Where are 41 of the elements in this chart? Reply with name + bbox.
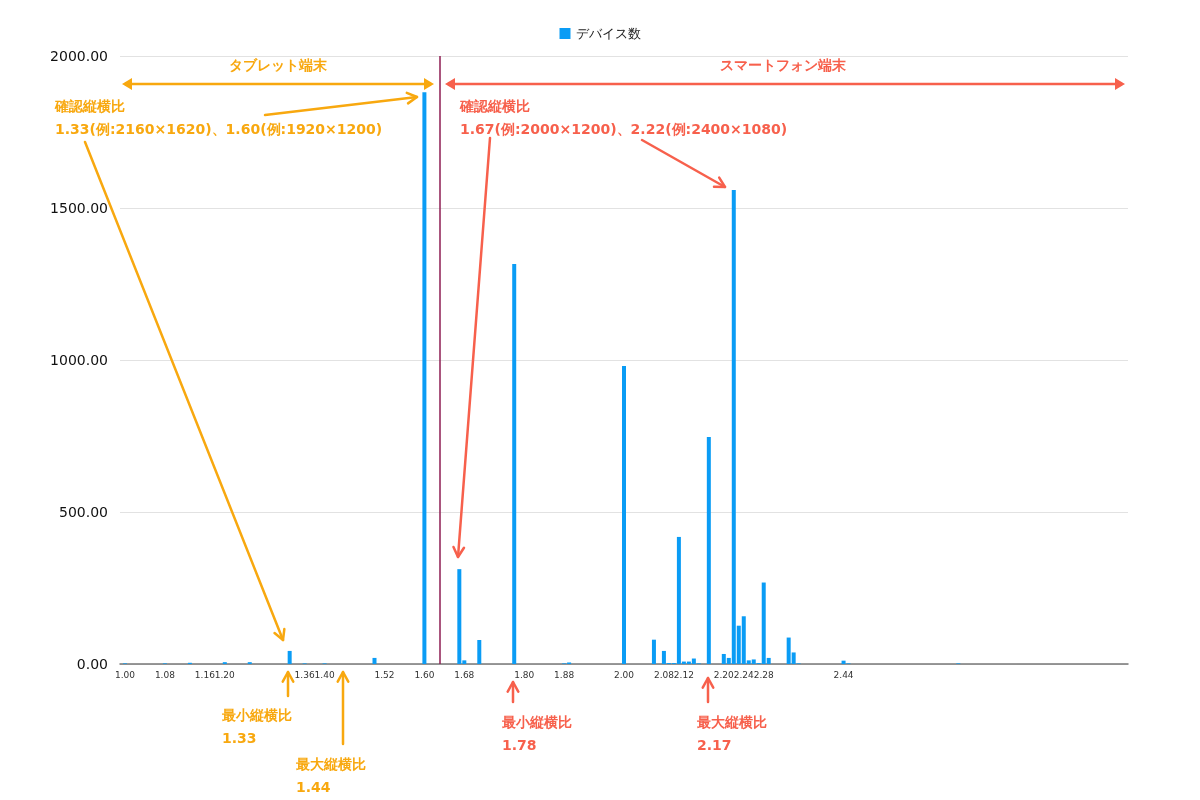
x-tick-label: 1.68 (454, 669, 475, 680)
x-tick-label: 2.28 (753, 669, 775, 680)
x-tick-label: 1.00 (114, 669, 136, 680)
bar (477, 639, 482, 664)
x-tick-label: 1.60 (414, 669, 435, 680)
bar (287, 650, 292, 664)
bar (512, 263, 517, 664)
x-tick-label: 1.80 (514, 669, 535, 680)
x-tick-label: 1.88 (554, 669, 575, 680)
x-tick-label: 1.16 (194, 669, 216, 680)
bar (372, 657, 377, 664)
y-tick-label: 0.00 (76, 656, 108, 672)
annotation: タブレット端末 (229, 56, 328, 73)
text: 最大縦横比 1.44 (295, 755, 366, 795)
y-tick-label: 1500.00 (50, 200, 108, 216)
text: 最小縦横比 1.33 (221, 706, 292, 746)
bar (622, 366, 626, 664)
bar (706, 436, 711, 664)
x-tick-label: 1.52 (374, 669, 395, 680)
annotation: 確認縦横比 1.67(例:2000×1200)、2.22(例:2400×1080) (459, 97, 788, 137)
bar (457, 569, 462, 664)
x-tick-label: 2.12 (673, 669, 694, 680)
y-tick-label: 1000.00 (50, 352, 108, 368)
y-tick-label: 2000.00 (50, 48, 108, 64)
x-tick-label: 1.20 (214, 669, 236, 680)
x-tick-label: 1.36 (294, 669, 315, 680)
annotation: スマートフォン端末 (720, 56, 847, 73)
x-tick-label: 2.00 (613, 669, 635, 680)
x-tick-label: 1.40 (314, 669, 335, 680)
text: 最小縦横比 1.78 (501, 713, 572, 753)
x-tick-label: 2.44 (833, 669, 854, 680)
text: 最大縦横比 2.17 (696, 713, 767, 753)
x-tick-label: 2.08 (653, 669, 675, 680)
legend-label: デバイス数 (575, 26, 641, 41)
x-tick-label: 1.08 (154, 669, 176, 680)
bar (651, 639, 656, 664)
y-tick-label: 500.00 (59, 504, 108, 520)
x-tick-label: 2.20 (713, 669, 735, 680)
x-tick-label: 2.24 (733, 669, 755, 680)
bar (422, 92, 427, 664)
annotation: 確認縦横比 1.33(例:2160×1620)、1.60(例:1920×1200) (54, 97, 383, 137)
